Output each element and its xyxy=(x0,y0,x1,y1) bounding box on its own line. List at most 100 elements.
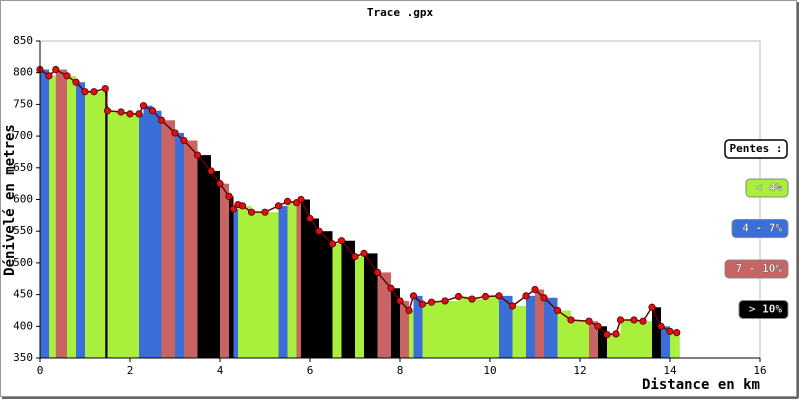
point-marker xyxy=(225,192,233,200)
slope-bar xyxy=(589,321,598,358)
legend-box xyxy=(724,259,789,279)
x-tick-label: 12 xyxy=(573,364,586,377)
slope-bar xyxy=(409,310,414,358)
y-tick-label: 400 xyxy=(13,319,33,332)
x-tick-label: 10 xyxy=(483,364,496,377)
legend-box xyxy=(731,219,789,238)
point-marker xyxy=(639,317,647,325)
slope-bar xyxy=(341,240,355,358)
point-marker xyxy=(207,167,215,175)
slope-bar xyxy=(296,202,301,358)
slope-bar xyxy=(211,170,220,358)
slope-bar xyxy=(544,297,558,358)
point-marker xyxy=(468,295,476,303)
point-marker xyxy=(657,322,665,330)
slope-bar xyxy=(571,319,589,358)
point-marker xyxy=(540,294,548,302)
slope-bar xyxy=(620,319,634,358)
slope-bar xyxy=(670,331,677,358)
slope-bar xyxy=(152,110,162,359)
point-marker xyxy=(409,292,418,300)
y-tick-label: 750 xyxy=(13,97,33,110)
slope-bar xyxy=(143,105,153,358)
point-marker xyxy=(594,322,602,330)
y-tick-label: 850 xyxy=(13,34,33,47)
point-marker xyxy=(180,136,188,145)
slope-bar xyxy=(220,183,229,358)
slope-bar xyxy=(238,204,243,358)
point-marker xyxy=(553,306,562,315)
slope-bar xyxy=(319,231,333,358)
slope-bar xyxy=(512,306,526,358)
point-marker xyxy=(306,214,314,223)
slope-bar xyxy=(634,319,643,358)
point-marker xyxy=(616,316,625,324)
point-marker xyxy=(101,84,109,93)
y-tick-label: 550 xyxy=(13,224,33,237)
point-marker xyxy=(63,72,71,80)
y-tick-label: 600 xyxy=(13,193,33,206)
point-marker xyxy=(52,65,60,74)
point-marker xyxy=(171,129,179,137)
slope-bar xyxy=(355,256,364,358)
point-marker xyxy=(603,330,611,339)
point-marker xyxy=(508,302,517,310)
x-tick-label: 2 xyxy=(127,364,134,377)
legend-label: < 4% xyxy=(756,181,783,194)
slope-bar xyxy=(67,75,76,359)
slope-bar xyxy=(535,289,544,358)
point-marker xyxy=(441,297,449,305)
slope-bar xyxy=(55,69,67,358)
legend-title: Pentes : xyxy=(730,142,783,155)
slope-bar xyxy=(607,334,616,358)
point-marker xyxy=(283,197,292,206)
slope-bar xyxy=(94,91,106,358)
point-marker xyxy=(522,292,530,300)
point-marker xyxy=(72,78,80,86)
x-axis-label: Distance en km xyxy=(642,377,760,393)
slope-bar xyxy=(242,205,252,358)
slope-bar xyxy=(616,333,621,358)
slope-bar xyxy=(175,132,184,358)
slope-bar xyxy=(445,300,459,358)
slope-bar xyxy=(643,321,652,358)
slope-bar xyxy=(364,253,378,358)
point-marker xyxy=(481,292,490,301)
slope-bar xyxy=(130,113,139,358)
slope-bar xyxy=(229,196,234,358)
legend-label: > 10% xyxy=(749,303,782,316)
chart-title: Trace .gpx xyxy=(367,6,434,19)
point-marker xyxy=(81,88,89,96)
slope-bar xyxy=(40,69,49,358)
point-marker xyxy=(630,316,638,324)
legend-box xyxy=(738,300,789,319)
y-tick-label: 500 xyxy=(13,256,33,269)
point-marker xyxy=(427,298,436,306)
slope-bar xyxy=(400,300,409,358)
slope-bar xyxy=(121,112,130,359)
slope-bar xyxy=(310,218,319,358)
point-marker xyxy=(360,249,368,257)
point-marker xyxy=(328,240,337,248)
slope-bar xyxy=(332,243,342,358)
slope-bar xyxy=(499,295,513,358)
point-marker xyxy=(139,102,148,110)
point-marker xyxy=(148,107,157,115)
slope-bar xyxy=(472,299,486,358)
point-marker xyxy=(405,306,413,315)
slope-bar xyxy=(413,295,423,358)
y-tick-label: 450 xyxy=(13,288,33,301)
point-marker xyxy=(261,208,269,216)
point-marker xyxy=(45,72,53,80)
point-marker xyxy=(216,180,224,188)
point-marker xyxy=(454,292,463,301)
legend-title-box xyxy=(724,139,788,159)
slope-bar xyxy=(557,310,571,358)
point-marker xyxy=(315,227,323,235)
slope-bar xyxy=(139,113,144,358)
slope-bar xyxy=(652,307,661,358)
point-marker xyxy=(612,330,620,338)
point-marker xyxy=(157,116,166,124)
slope-bar xyxy=(458,296,472,358)
point-marker xyxy=(531,285,539,294)
